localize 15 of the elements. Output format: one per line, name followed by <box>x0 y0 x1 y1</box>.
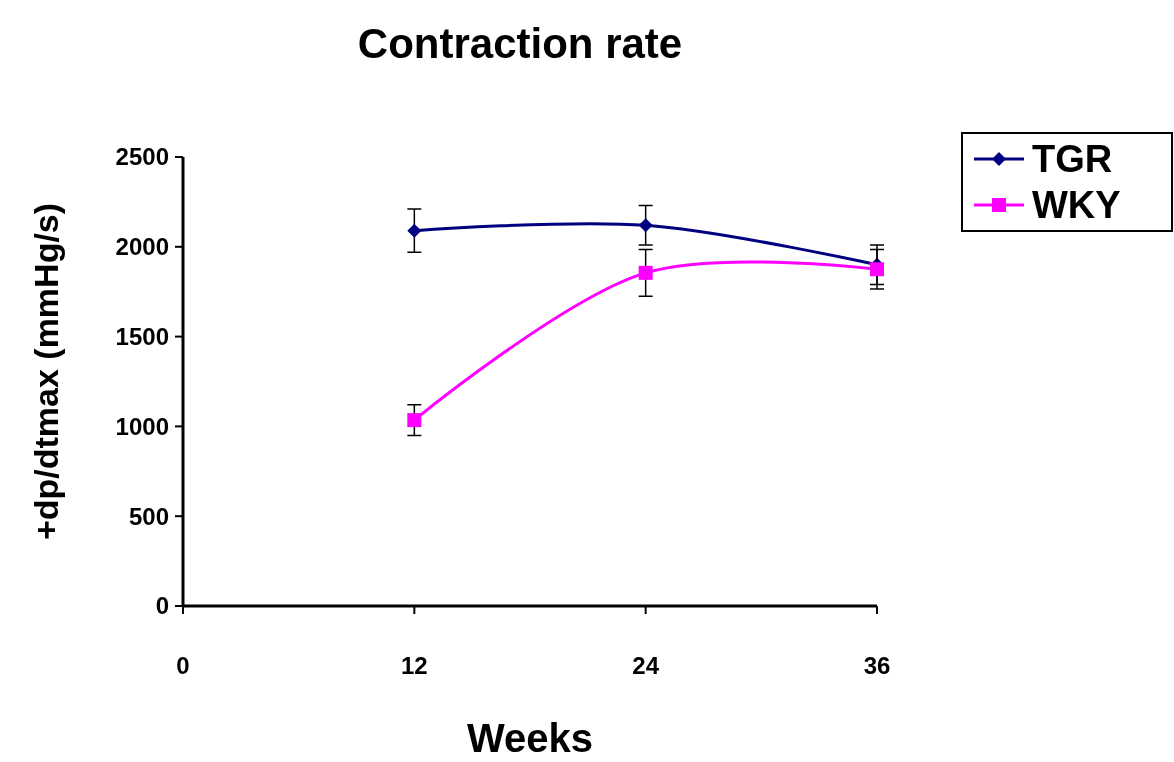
legend-label: TGR <box>1032 138 1113 181</box>
legend-label: WKY <box>1032 184 1121 227</box>
y-tick-label: 0 <box>155 592 169 620</box>
x-tick-label: 24 <box>632 652 660 679</box>
y-tick-label: 1000 <box>115 412 169 440</box>
y-tick-label: 1500 <box>115 323 169 350</box>
x-axis-title: Weeks <box>466 716 594 760</box>
y-tick-label: 2000 <box>115 233 169 261</box>
x-tick-label: 12 <box>400 652 428 679</box>
x-tick-label: 36 <box>863 652 891 679</box>
y-axis-title: +dp/dtmax (mmHg/s) <box>27 202 65 541</box>
y-tick-label: 500 <box>128 502 169 530</box>
y-tick-label: 2500 <box>115 143 169 171</box>
chart-title: Contraction rate <box>357 20 683 67</box>
x-tick-label: 0 <box>176 652 190 679</box>
